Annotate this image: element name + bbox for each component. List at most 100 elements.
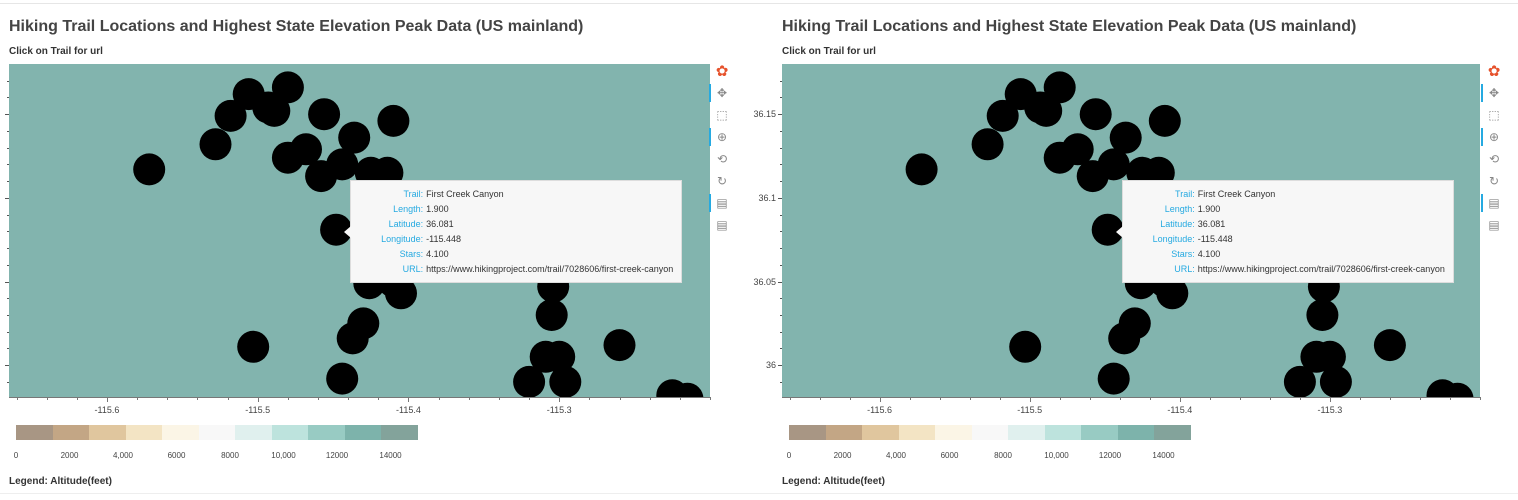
trail-marker[interactable] — [1108, 322, 1141, 355]
trail-marker[interactable] — [258, 94, 291, 127]
pan-tool-icon[interactable]: ✥ — [709, 82, 732, 104]
box-zoom-tool-icon[interactable]: ⬚ — [716, 108, 728, 122]
y-axis-minor-tick — [7, 97, 9, 99]
hover-tool-2-icon[interactable]: ▤ — [716, 218, 728, 232]
x-axis-tick — [257, 397, 259, 402]
trail-marker[interactable] — [214, 99, 247, 132]
x-axis-minor-tick — [649, 397, 651, 400]
wheel-zoom-tool-icon[interactable]: ⊕ — [1481, 126, 1504, 148]
tooltip-value: -115.448 — [426, 234, 461, 244]
trail-marker[interactable] — [1076, 160, 1109, 193]
trail-marker[interactable] — [290, 133, 322, 166]
x-axis-minor-tick — [1239, 397, 1241, 400]
trail-marker[interactable] — [603, 329, 636, 362]
bokeh-logo-icon[interactable]: ✿ — [1487, 63, 1501, 80]
tooltip-value[interactable]: https://www.hikingproject.com/trail/7028… — [1197, 264, 1445, 274]
trail-marker[interactable] — [133, 153, 166, 186]
trail-marker[interactable] — [1373, 329, 1406, 362]
trail-marker[interactable] — [199, 128, 232, 161]
trail-marker[interactable] — [1306, 299, 1339, 331]
y-axis-minor-tick — [7, 147, 9, 149]
x-axis: -115.6 -115.5 -115.4 -115.3 — [9, 397, 711, 417]
trail-marker[interactable] — [1156, 277, 1189, 310]
y-axis-minor-tick — [7, 315, 9, 316]
trail-marker[interactable] — [320, 213, 353, 246]
colorbar-segment — [162, 425, 199, 440]
pan-tool-icon[interactable]: ✥ — [1481, 82, 1504, 104]
tooltip-value[interactable]: https://www.hikingproject.com/trail/7028… — [426, 264, 674, 274]
zoom-reset-tool-icon[interactable]: ⟲ — [1488, 152, 1500, 166]
tooltip-row: Trail: First Creek Canyon — [1129, 187, 1445, 202]
trail-marker[interactable] — [1061, 133, 1094, 166]
x-axis-minor-tick — [137, 397, 139, 400]
x-axis-minor-tick — [529, 397, 531, 400]
wheel-zoom-tool-icon[interactable]: ⊕ — [709, 126, 732, 148]
colorbar-label: 14000 — [379, 451, 402, 460]
colorbar-label: 8000 — [221, 451, 239, 460]
y-axis-minor-tick — [7, 164, 9, 166]
trail-marker[interactable] — [905, 153, 938, 186]
plot-subtitle: Click on Trail for url — [782, 46, 876, 57]
x-axis-minor-tick — [909, 397, 911, 400]
trail-marker[interactable] — [543, 340, 576, 373]
x-axis: -115.6 -115.5 -115.4 -115.3 — [782, 397, 1481, 417]
colorbar-segment — [52, 425, 89, 440]
trail-marker[interactable] — [1283, 365, 1316, 397]
trail-marker[interactable] — [1097, 362, 1130, 395]
trail-marker[interactable] — [549, 365, 582, 397]
reset-tool-icon[interactable]: ↻ — [1488, 174, 1500, 188]
y-axis-minor-tick — [7, 365, 9, 367]
y-axis-minor-tick — [780, 331, 782, 333]
colorbar-segment — [971, 425, 1008, 440]
trail-marker[interactable] — [271, 71, 304, 104]
x-axis-tick-label: -115.5 — [1017, 405, 1043, 415]
colorbar-label: 2000 — [833, 451, 852, 460]
trail-marker[interactable] — [1079, 98, 1112, 131]
x-axis-minor-tick — [1059, 397, 1061, 400]
trail-marker[interactable] — [326, 362, 359, 395]
zoom-reset-tool-icon[interactable]: ⟲ — [716, 152, 728, 166]
tooltip-row: URL: https://www.hikingproject.com/trail/… — [357, 262, 674, 277]
bokeh-logo-icon[interactable]: ✿ — [715, 63, 729, 80]
x-axis-minor-tick — [589, 397, 591, 400]
trail-marker[interactable] — [513, 365, 546, 397]
altitude-colorbar — [16, 425, 418, 440]
map-plot-area[interactable]: Trail: First Creek Canyon Length: 1.900 Lati… — [782, 64, 1480, 397]
trail-marker[interactable] — [1313, 340, 1346, 373]
trail-marker[interactable] — [1091, 213, 1124, 246]
x-axis-minor-tick — [1359, 397, 1361, 400]
trail-marker[interactable] — [1009, 330, 1042, 363]
trail-marker[interactable] — [338, 121, 371, 154]
colorbar-segment — [89, 425, 126, 440]
trail-marker[interactable] — [336, 322, 369, 355]
map-plot-area[interactable]: Trail: First Creek Canyon Length: 1.900 Lati… — [9, 64, 710, 397]
reset-tool-icon[interactable]: ↻ — [716, 174, 728, 188]
colorbar-label: 2000 — [60, 451, 79, 460]
trail-marker[interactable] — [1030, 94, 1063, 127]
trail-marker[interactable] — [1109, 121, 1142, 154]
trail-marker[interactable] — [1319, 365, 1352, 397]
trail-marker[interactable] — [305, 160, 338, 193]
trail-marker[interactable] — [385, 277, 417, 310]
colorbar-label: 8000 — [994, 451, 1012, 460]
trail-marker[interactable] — [971, 128, 1004, 161]
y-axis-minor-tick — [7, 381, 9, 383]
trail-marker[interactable] — [1441, 382, 1474, 397]
trail-marker[interactable] — [308, 98, 341, 131]
tooltip-value: 36.081 — [1197, 219, 1226, 229]
x-axis-minor-tick — [1389, 397, 1391, 400]
hover-tool-2-icon[interactable]: ▤ — [1488, 218, 1500, 232]
trail-marker[interactable] — [377, 104, 410, 137]
trail-marker[interactable] — [671, 382, 704, 397]
box-zoom-tool-icon[interactable]: ⬚ — [1488, 108, 1500, 122]
hover-tool-icon[interactable]: ▤ — [709, 192, 732, 214]
trail-marker[interactable] — [986, 99, 1019, 132]
y-axis-minor-tick — [780, 97, 782, 99]
map-panel-right: Hiking Trail Locations and Highest State… — [753, 0, 1518, 500]
x-axis-minor-tick — [468, 397, 470, 400]
trail-marker[interactable] — [237, 330, 270, 363]
trail-marker[interactable] — [535, 299, 568, 331]
hover-tool-icon[interactable]: ▤ — [1481, 192, 1504, 214]
trail-marker[interactable] — [1148, 104, 1181, 137]
trail-marker[interactable] — [1043, 71, 1076, 104]
